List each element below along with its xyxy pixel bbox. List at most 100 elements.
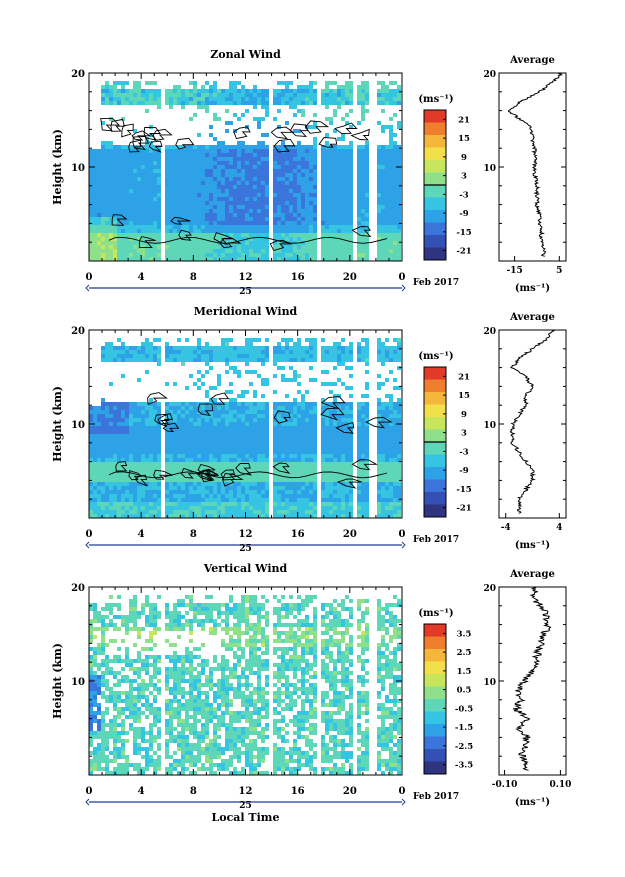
heatmap-cell bbox=[289, 185, 293, 189]
heatmap-cell bbox=[293, 149, 297, 153]
heatmap-cell bbox=[141, 350, 145, 354]
heatmap-cell bbox=[341, 450, 345, 454]
heatmap-cell bbox=[361, 418, 365, 422]
heatmap-cell bbox=[337, 93, 341, 97]
heatmap-cell bbox=[225, 450, 229, 454]
heatmap-cell bbox=[357, 209, 361, 213]
heatmap-cell bbox=[341, 217, 345, 221]
heatmap-cell bbox=[153, 422, 157, 426]
heatmap-cell bbox=[121, 406, 125, 410]
heatmap-cell bbox=[193, 450, 197, 454]
heatmap-cell bbox=[349, 217, 353, 221]
heatmap-cell bbox=[121, 434, 125, 438]
heatmap-cell bbox=[365, 145, 369, 149]
heatmap-cell bbox=[245, 434, 249, 438]
heatmap-cell bbox=[285, 209, 289, 213]
heatmap-cell bbox=[285, 350, 289, 354]
heatmap-cell bbox=[117, 81, 121, 85]
heatmap-cell bbox=[277, 410, 281, 414]
heatmap-cell bbox=[285, 89, 289, 93]
heatmap-cell bbox=[137, 414, 141, 418]
heatmap-cell bbox=[349, 498, 353, 502]
heatmap-cell bbox=[97, 470, 101, 474]
heatmap-cell bbox=[149, 462, 153, 466]
heatmap-cell bbox=[349, 406, 353, 410]
heatmap-cell bbox=[125, 153, 129, 157]
heatmap-cell bbox=[185, 153, 189, 157]
heatmap-cell bbox=[389, 129, 393, 133]
heatmap-cell bbox=[181, 213, 185, 217]
heatmap-cell bbox=[297, 478, 301, 482]
heatmap-cell bbox=[177, 169, 181, 173]
heatmap-cell bbox=[297, 153, 301, 157]
heatmap-cell bbox=[237, 93, 241, 97]
heatmap-cell bbox=[101, 462, 105, 466]
heatmap-cell bbox=[245, 217, 249, 221]
heatmap-cell bbox=[109, 141, 113, 145]
heatmap-cell bbox=[133, 506, 137, 510]
heatmap-cell bbox=[157, 177, 161, 181]
heatmap-cell bbox=[125, 173, 129, 177]
heatmap-cell bbox=[285, 378, 289, 382]
heatmap-cell bbox=[289, 249, 293, 253]
heatmap-cell bbox=[229, 201, 233, 205]
heatmap-cell bbox=[265, 221, 269, 225]
heatmap-cell bbox=[249, 482, 253, 486]
heatmap-cell bbox=[109, 502, 113, 506]
heatmap-cell bbox=[245, 245, 249, 249]
heatmap-cell bbox=[149, 249, 153, 253]
heatmap-cell bbox=[333, 257, 337, 261]
heatmap-cell bbox=[153, 233, 157, 237]
heatmap-cell bbox=[137, 482, 141, 486]
heatmap-cell bbox=[345, 157, 349, 161]
heatmap-cell bbox=[377, 438, 381, 442]
heatmap-cell bbox=[281, 181, 285, 185]
heatmap-cell bbox=[201, 105, 205, 109]
heatmap-cell bbox=[313, 438, 317, 442]
heatmap-cell bbox=[157, 486, 161, 490]
heatmap-cell bbox=[253, 394, 257, 398]
heatmap-cell bbox=[289, 97, 293, 101]
heatmap-cell bbox=[217, 89, 221, 93]
heatmap-cell bbox=[165, 241, 169, 245]
heatmap-cell bbox=[293, 458, 297, 462]
heatmap-cell bbox=[141, 89, 145, 93]
heatmap-cell bbox=[309, 418, 313, 422]
heatmap-cell bbox=[321, 438, 325, 442]
heatmap-cell bbox=[357, 245, 361, 249]
heatmap-cell bbox=[285, 446, 289, 450]
heatmap-cell bbox=[377, 338, 381, 342]
heatmap-cell bbox=[365, 89, 369, 93]
heatmap-cell bbox=[261, 197, 265, 201]
heatmap-cell bbox=[377, 97, 381, 101]
heatmap-cell bbox=[177, 249, 181, 253]
heatmap-cell bbox=[225, 506, 229, 510]
heatmap-cell bbox=[377, 93, 381, 97]
heatmap-cell bbox=[313, 193, 317, 197]
heatmap-cell bbox=[281, 97, 285, 101]
heatmap-cell bbox=[289, 514, 293, 518]
heatmap-cell bbox=[225, 486, 229, 490]
heatmap-cell bbox=[345, 181, 349, 185]
heatmap-cell bbox=[117, 442, 121, 446]
heatmap-cell bbox=[149, 253, 153, 257]
heatmap-cell bbox=[345, 406, 349, 410]
heatmap-cell bbox=[337, 153, 341, 157]
heatmap-cell bbox=[225, 161, 229, 165]
heatmap-cell bbox=[221, 257, 225, 261]
heatmap-cell bbox=[305, 350, 309, 354]
heatmap-cell bbox=[333, 197, 337, 201]
heatmap-cell bbox=[201, 346, 205, 350]
heatmap-cell bbox=[309, 149, 313, 153]
heatmap-cell bbox=[145, 346, 149, 350]
heatmap-cell bbox=[229, 181, 233, 185]
heatmap-cell bbox=[365, 478, 369, 482]
heatmap-cell bbox=[149, 446, 153, 450]
heatmap-cell bbox=[349, 514, 353, 518]
heatmap-cell bbox=[289, 422, 293, 426]
heatmap-cell bbox=[233, 350, 237, 354]
heatmap-cell bbox=[225, 458, 229, 462]
heatmap-cell bbox=[121, 454, 125, 458]
heatmap-cell bbox=[109, 197, 113, 201]
heatmap-cell bbox=[177, 145, 181, 149]
